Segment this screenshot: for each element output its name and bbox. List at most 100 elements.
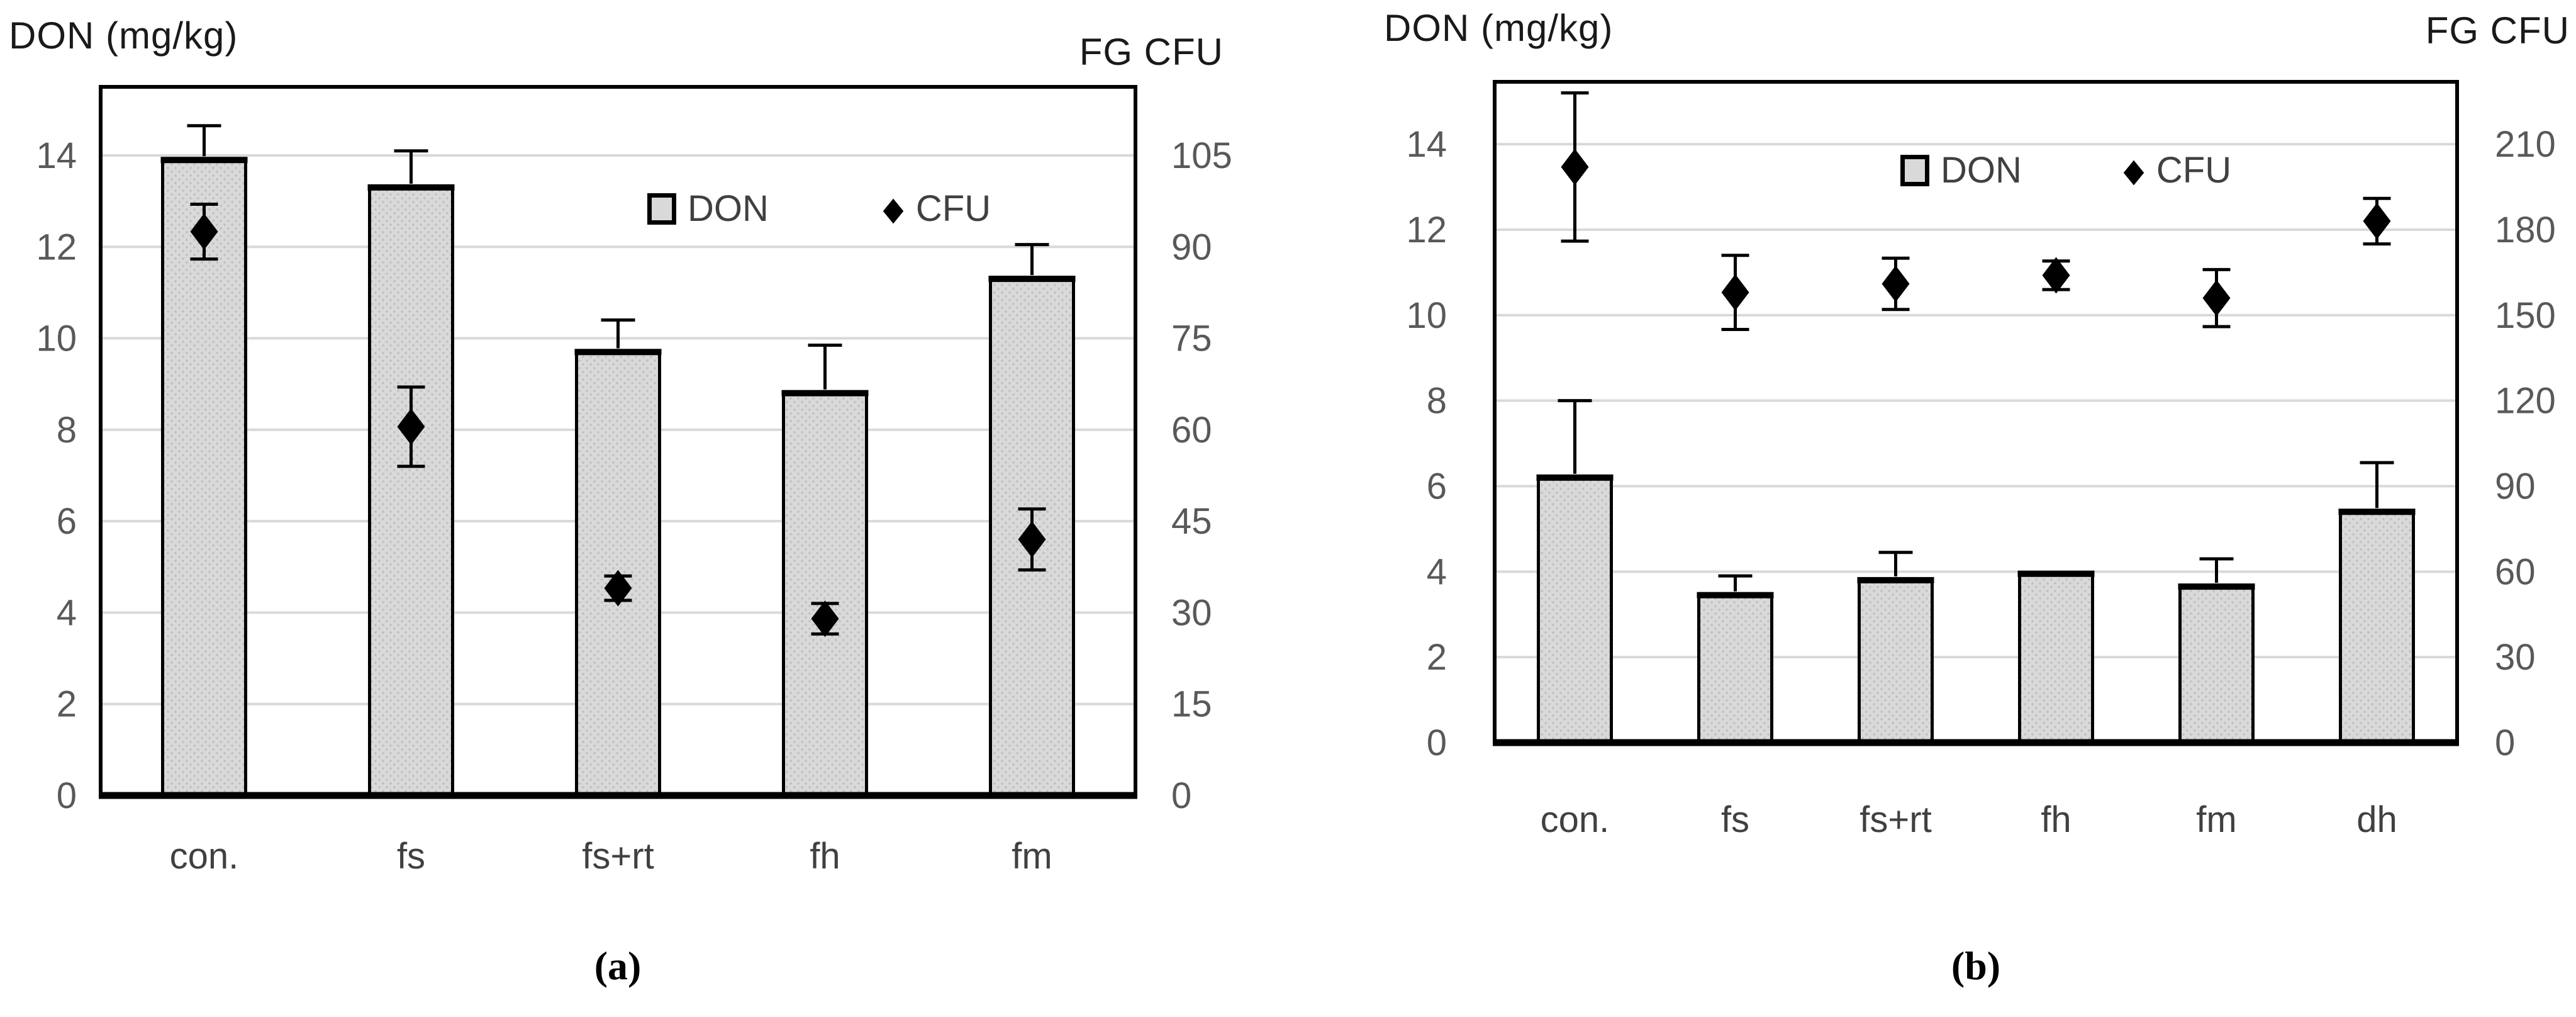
y-axis-tick-label: 0 bbox=[1427, 722, 1447, 763]
panel-b: con. fs fs+rt fh fm dh 0 2 4 6 8 10 12 14 0 30 60 90 120 15… bbox=[1406, 80, 2556, 840]
y2-axis-tick-label: 75 bbox=[1171, 318, 1212, 359]
x-axis-category-label: fs+rt bbox=[582, 836, 654, 877]
y2-axis-tick-label: 105 bbox=[1171, 135, 1232, 176]
cfu-marker bbox=[2202, 279, 2231, 317]
legend-cfu-label: CFU bbox=[915, 188, 991, 229]
don-error-bar bbox=[187, 124, 221, 157]
cfu-marker bbox=[190, 213, 218, 250]
cfu-marker bbox=[1882, 266, 1910, 303]
don-bar bbox=[1858, 578, 1934, 744]
don-bar bbox=[2018, 572, 2094, 744]
panel-b-left-axis-title: DON (mg/kg) bbox=[1384, 7, 1614, 49]
y-axis-tick-label: 10 bbox=[36, 318, 77, 359]
y-axis-tick-label: 12 bbox=[1406, 210, 1447, 250]
y2-axis-tick-label: 90 bbox=[1171, 227, 1212, 267]
y2-axis-tick-label: 60 bbox=[1171, 410, 1212, 451]
cfu-marker bbox=[1018, 521, 1046, 558]
cfu-marker bbox=[2042, 257, 2070, 294]
don-bar-top-edge bbox=[2178, 583, 2255, 590]
y-axis-tick-label: 6 bbox=[57, 501, 77, 542]
x-axis-category-label: fm bbox=[1012, 836, 1052, 877]
y-axis-tick-label: 14 bbox=[36, 135, 77, 176]
legend-don-label: DON bbox=[688, 188, 769, 229]
x-axis-category-label: fs+rt bbox=[1860, 799, 1931, 840]
y2-axis-tick-label: 15 bbox=[1171, 684, 1212, 725]
cfu-marker bbox=[1561, 149, 1589, 186]
don-bar bbox=[2178, 585, 2255, 744]
cfu-marker bbox=[1721, 274, 1749, 311]
x-axis-category-label: con. bbox=[1541, 799, 1610, 840]
cfu-marker bbox=[604, 570, 632, 607]
don-bar-top-edge bbox=[367, 184, 455, 191]
don-bar-top-edge bbox=[1536, 474, 1614, 481]
don-bar-top-edge bbox=[781, 390, 869, 396]
y-axis-tick-label: 6 bbox=[1427, 466, 1447, 507]
panel-a-left-axis-title: DON (mg/kg) bbox=[9, 14, 238, 57]
legend-cfu-label: CFU bbox=[2156, 150, 2232, 191]
panel-a-caption: (a) bbox=[594, 943, 642, 988]
y-axis-tick-label: 2 bbox=[57, 684, 77, 725]
panel-b-right-axis-title: FG CFU bbox=[2425, 9, 2570, 52]
legend-don-swatch bbox=[1900, 155, 1929, 186]
y2-axis-tick-label: 210 bbox=[2495, 124, 2556, 165]
y2-axis-tick-label: 30 bbox=[1171, 592, 1212, 633]
cfu-marker bbox=[811, 600, 839, 638]
don-bar-top-edge bbox=[1857, 576, 1934, 583]
y-axis-tick-label: 4 bbox=[1427, 551, 1447, 592]
don-error-bar bbox=[1718, 574, 1753, 592]
x-axis-category-label: fh bbox=[2041, 799, 2071, 840]
y-axis-tick-label: 12 bbox=[36, 227, 77, 267]
y-axis-tick-label: 2 bbox=[1427, 637, 1447, 678]
panel-a-right-axis-title: FG CFU bbox=[1079, 31, 1224, 73]
don-bar bbox=[1697, 593, 1773, 744]
don-bar bbox=[368, 186, 454, 797]
don-bar bbox=[2339, 510, 2415, 744]
don-error-bar bbox=[394, 149, 428, 184]
x-axis-category-label: dh bbox=[2356, 799, 2397, 840]
don-error-bar bbox=[2360, 461, 2394, 508]
don-error-bar bbox=[1878, 551, 1913, 576]
y-axis-tick-label: 4 bbox=[57, 592, 77, 633]
don-bar-top-edge bbox=[1697, 592, 1774, 598]
don-bar-top-edge bbox=[988, 276, 1076, 283]
don-bar-top-edge bbox=[2338, 508, 2416, 515]
x-axis-category-label: fm bbox=[2196, 799, 2236, 840]
y2-axis-tick-label: 180 bbox=[2495, 210, 2556, 250]
x-axis-category-label: fs bbox=[397, 836, 425, 877]
panel-a-legend: DON ◆ CFU bbox=[647, 191, 991, 227]
y-axis-tick-label: 8 bbox=[57, 410, 77, 451]
y-axis-tick-label: 0 bbox=[57, 775, 77, 816]
panel-b-caption: (b) bbox=[1951, 943, 2001, 988]
don-bar-top-edge bbox=[160, 157, 248, 164]
don-error-bar bbox=[2199, 557, 2234, 583]
y-axis-tick-label: 8 bbox=[1427, 381, 1447, 422]
don-error-bar bbox=[601, 318, 635, 349]
y-axis-tick-label: 14 bbox=[1406, 124, 1447, 165]
y-axis-tick-label: 10 bbox=[1406, 295, 1447, 336]
legend-cfu-diamond-icon: ◆ bbox=[2123, 152, 2144, 189]
y2-axis-tick-label: 60 bbox=[2495, 551, 2536, 592]
don-error-bar bbox=[1015, 243, 1049, 276]
legend-cfu-diamond-icon: ◆ bbox=[883, 190, 904, 228]
x-axis-category-label: fh bbox=[810, 836, 840, 877]
y2-axis-tick-label: 45 bbox=[1171, 501, 1212, 542]
panel-b-legend: DON ◆ CFU bbox=[1900, 152, 2231, 189]
x-axis-category-label: fs bbox=[1721, 799, 1749, 840]
don-bar-top-edge bbox=[2017, 570, 2095, 577]
y2-axis-tick-label: 90 bbox=[2495, 466, 2536, 507]
don-error-bar bbox=[1558, 399, 1592, 474]
y2-axis-tick-label: 120 bbox=[2495, 381, 2556, 422]
y2-axis-tick-label: 150 bbox=[2495, 295, 2556, 336]
don-error-bar bbox=[808, 343, 842, 390]
cfu-marker bbox=[397, 408, 425, 445]
panel-a: con. fs fs+rt fh fm 0 2 4 6 8 10 12 14 0 15 30 45 60 75 90 1… bbox=[36, 85, 1232, 877]
x-axis-category-label: con. bbox=[170, 836, 239, 877]
don-bar bbox=[1537, 476, 1613, 744]
legend-don-label: DON bbox=[1941, 150, 2022, 191]
legend-don-swatch bbox=[647, 193, 676, 225]
cfu-marker bbox=[2363, 203, 2391, 240]
y2-axis-tick-label: 0 bbox=[1171, 775, 1191, 816]
y2-axis-tick-label: 0 bbox=[2495, 722, 2515, 763]
